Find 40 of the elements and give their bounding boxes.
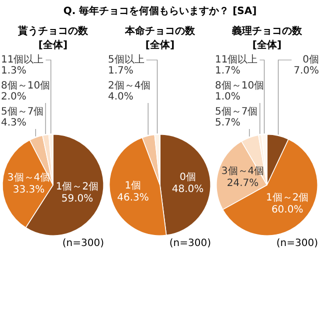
text: (n=300) <box>62 238 104 249</box>
data-label: 1.7% <box>215 66 240 77</box>
data-label: 1.7% <box>108 66 134 77</box>
chart-title: 義理チョコの数 <box>232 24 302 38</box>
slice-label: 1個 <box>124 180 142 192</box>
text: (n=300) <box>276 238 318 249</box>
slice-label: 8個～10個 <box>215 80 264 92</box>
data-label: 59.0% <box>61 193 94 204</box>
data-label: 1.0% <box>215 92 240 103</box>
chart-title: 貰うチョコの数 <box>18 24 88 38</box>
chart-subtitle: [全体] <box>252 38 282 52</box>
data-label: 60.0% <box>271 204 304 216</box>
slice-label: 8個～10個 <box>1 80 50 92</box>
text: Q. 毎年チョコを何個もらいますか？ [SA] <box>62 4 258 18</box>
slice-label: 11個以上 <box>215 54 258 66</box>
data-label: 7.0% <box>294 66 319 77</box>
data-label: 46.3% <box>117 192 149 204</box>
data-label: 4.3% <box>1 118 26 129</box>
data-label: 33.3% <box>12 184 45 196</box>
slice-label: 0個 <box>180 172 196 183</box>
slice-label: 2個～4個 <box>108 80 151 92</box>
chart-title: 本命チョコの数 <box>125 24 195 38</box>
chart-subtitle: [全体] <box>38 38 68 52</box>
data-label: 48.0% <box>172 184 204 195</box>
data-label: 24.7% <box>226 178 259 190</box>
slice-label: 3個～4個 <box>221 166 264 178</box>
slice-label: 0個 <box>302 54 319 66</box>
slice-label: 5個以上 <box>108 54 144 66</box>
slice-label: 1個～2個 <box>266 192 309 204</box>
slice-label: 5個～7個 <box>1 106 44 118</box>
data-label: 4.0% <box>108 92 134 103</box>
slice-label: 1個～2個 <box>56 181 99 192</box>
slice-label: 3個～4個 <box>7 172 50 184</box>
data-label: 5.7% <box>215 118 240 129</box>
slice-label: 11個以上 <box>1 54 44 66</box>
data-label: 1.3% <box>1 66 26 77</box>
chart-subtitle: [全体] <box>145 38 175 52</box>
data-label: 2.0% <box>1 92 26 103</box>
slice-label: 5個～7個 <box>215 106 258 118</box>
text: (n=300) <box>169 238 211 249</box>
